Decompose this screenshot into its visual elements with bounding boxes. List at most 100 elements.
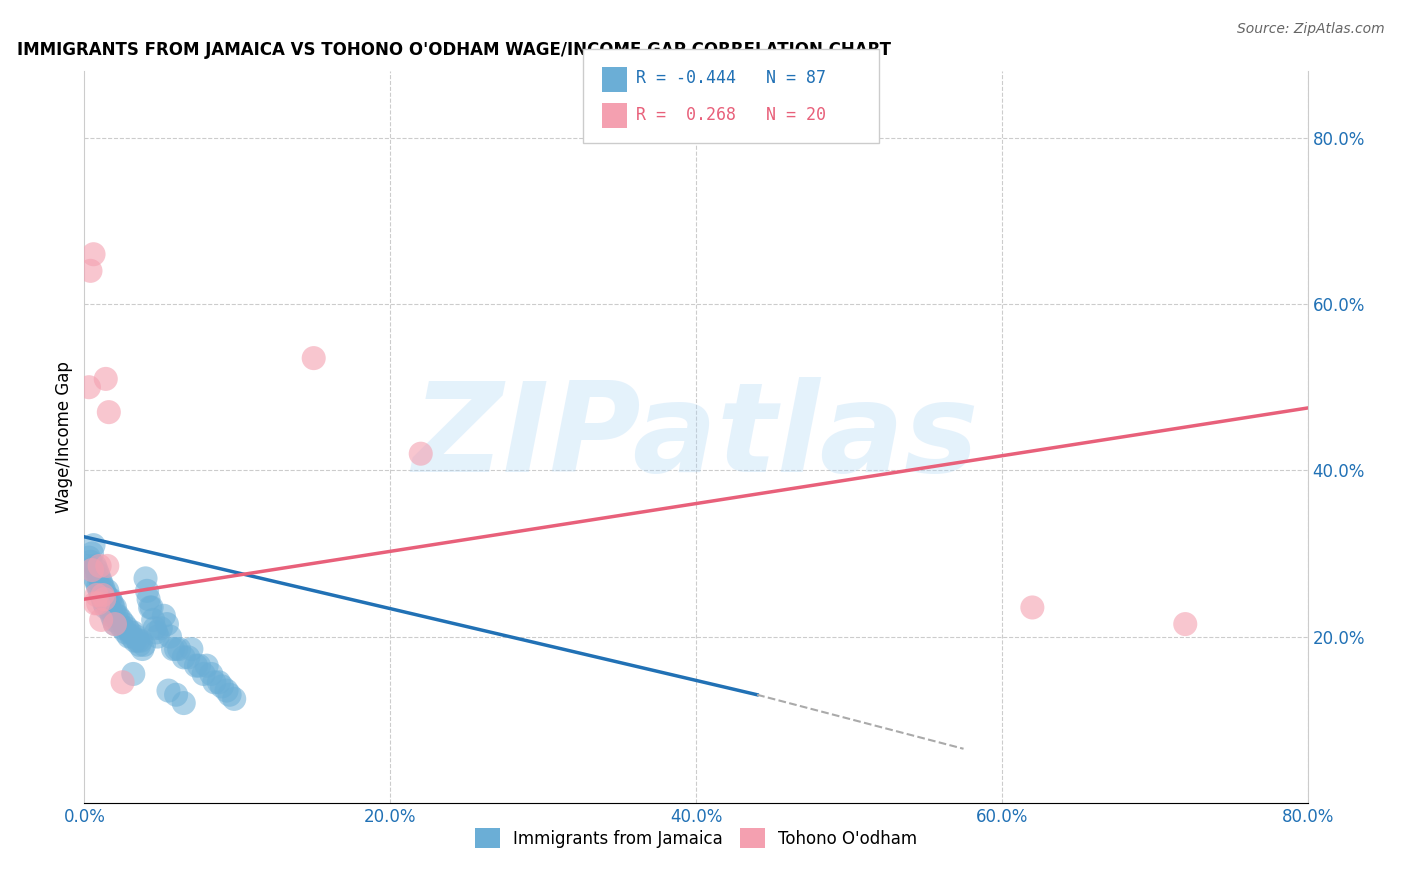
Point <box>218 688 240 702</box>
Point <box>84 596 107 610</box>
Point <box>215 683 238 698</box>
Point <box>188 658 211 673</box>
Point <box>104 617 127 632</box>
Point <box>142 613 165 627</box>
Point <box>105 608 128 623</box>
Point <box>90 613 112 627</box>
Point <box>145 625 167 640</box>
Point <box>87 596 110 610</box>
Point <box>96 596 118 610</box>
Point <box>83 538 105 552</box>
Point <box>91 588 114 602</box>
Point <box>180 642 202 657</box>
Point <box>111 621 134 635</box>
Point <box>200 667 222 681</box>
Point <box>76 558 98 573</box>
Point <box>193 667 215 681</box>
Point <box>94 600 117 615</box>
Point <box>104 600 127 615</box>
Point <box>118 630 141 644</box>
Point <box>94 372 117 386</box>
Point <box>79 264 101 278</box>
Point <box>96 558 118 573</box>
Point <box>1174 617 1197 632</box>
Point <box>101 608 124 623</box>
Point <box>138 592 160 607</box>
Point <box>91 592 114 607</box>
Point <box>141 600 163 615</box>
Text: ZIPatlas: ZIPatlas <box>413 376 979 498</box>
Point <box>208 675 231 690</box>
Point <box>101 596 124 610</box>
Point <box>211 680 233 694</box>
Point <box>165 688 187 702</box>
Point <box>77 380 100 394</box>
Point <box>131 642 153 657</box>
Point <box>121 630 143 644</box>
Point <box>91 580 114 594</box>
Legend: Immigrants from Jamaica, Tohono O'odham: Immigrants from Jamaica, Tohono O'odham <box>467 820 925 856</box>
Point <box>143 621 166 635</box>
Point <box>90 588 112 602</box>
Point <box>89 583 111 598</box>
Point <box>89 558 111 573</box>
Point <box>90 575 112 590</box>
Point <box>129 633 152 648</box>
Point <box>132 638 155 652</box>
Point <box>127 633 149 648</box>
Point <box>111 675 134 690</box>
Point <box>224 692 246 706</box>
Point <box>98 605 121 619</box>
Point <box>103 613 125 627</box>
Point <box>107 608 129 623</box>
Point <box>135 571 157 585</box>
Point <box>115 621 138 635</box>
Point <box>146 630 169 644</box>
Point <box>94 588 117 602</box>
Point <box>162 642 184 657</box>
Point <box>98 592 121 607</box>
Text: Source: ZipAtlas.com: Source: ZipAtlas.com <box>1237 22 1385 37</box>
Point <box>202 675 225 690</box>
Point <box>122 667 145 681</box>
Point <box>195 658 218 673</box>
Point <box>1021 600 1043 615</box>
Point <box>149 621 172 635</box>
Text: R =  0.268   N = 20: R = 0.268 N = 20 <box>636 106 825 124</box>
Point <box>122 625 145 640</box>
Point <box>80 563 103 577</box>
Point <box>125 630 148 644</box>
Point <box>77 550 100 565</box>
Point <box>87 567 110 582</box>
Point <box>97 405 120 419</box>
Point <box>124 633 146 648</box>
Point <box>409 447 432 461</box>
Point <box>128 638 150 652</box>
Point <box>104 617 127 632</box>
Point <box>302 351 325 365</box>
Point <box>79 555 101 569</box>
Point <box>167 642 190 657</box>
Point <box>112 617 135 632</box>
Y-axis label: Wage/Income Gap: Wage/Income Gap <box>55 361 73 513</box>
Point <box>86 563 108 577</box>
Point <box>83 247 105 261</box>
Point <box>110 613 132 627</box>
Point <box>177 650 200 665</box>
Point <box>120 625 142 640</box>
Point <box>103 600 125 615</box>
Point <box>173 650 195 665</box>
Point <box>80 563 103 577</box>
Point <box>96 583 118 598</box>
Point <box>97 592 120 607</box>
Point <box>184 658 207 673</box>
Point <box>165 642 187 657</box>
Point <box>97 600 120 615</box>
Point <box>84 571 107 585</box>
Point <box>87 580 110 594</box>
Point <box>173 696 195 710</box>
Point <box>80 546 103 560</box>
Point <box>108 617 131 632</box>
Point <box>93 592 115 607</box>
Point <box>89 571 111 585</box>
